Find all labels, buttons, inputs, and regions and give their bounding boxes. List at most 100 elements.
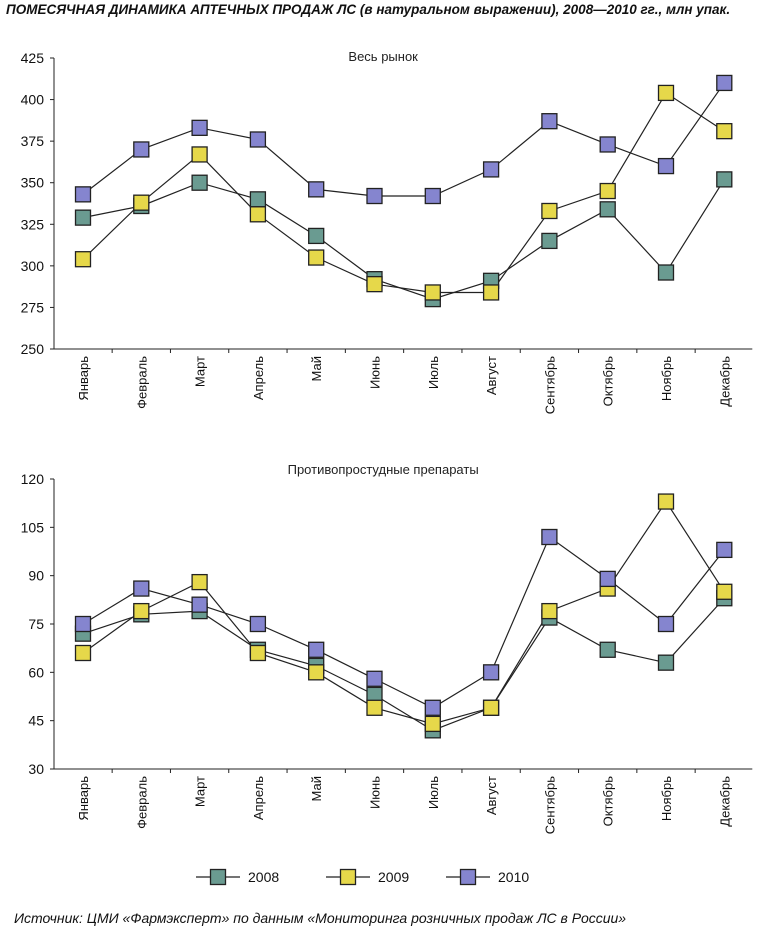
data-point-2009	[599, 182, 616, 200]
x-tick-label: Апрель	[251, 776, 266, 820]
data-point-2008	[541, 232, 558, 250]
chart-title: Противопростудные препараты	[288, 462, 479, 477]
x-tick-label: Октябрь	[601, 356, 616, 407]
data-point-2009	[249, 644, 267, 662]
data-point-2009	[191, 146, 208, 163]
source-note: Источник: ЦМИ «Фармэксперт» по данным «М…	[14, 910, 627, 926]
data-point-2010	[424, 187, 441, 205]
data-point-2009	[424, 284, 441, 301]
legend-marker-2010	[459, 868, 477, 886]
legend-label-2009: 2009	[378, 869, 409, 885]
data-point-2010	[599, 136, 616, 153]
data-point-2009	[424, 715, 441, 733]
x-tick-label: Декабрь	[717, 776, 732, 827]
series-line-2009	[82, 500, 725, 725]
data-point-2008	[249, 191, 267, 208]
y-tick-label: 75	[28, 616, 44, 632]
data-point-2010	[366, 670, 383, 687]
data-point-2010	[482, 664, 500, 681]
y-tick-label: 105	[21, 519, 45, 535]
data-point-2009	[482, 699, 500, 716]
data-point-2008	[74, 209, 92, 226]
data-point-2008	[599, 201, 616, 218]
x-tick-label: Февраль	[134, 776, 149, 829]
chart-title: Весь рынок	[348, 49, 418, 64]
y-tick-label: 400	[21, 92, 45, 108]
x-tick-label: Январь	[76, 776, 91, 821]
data-point-2009	[541, 202, 558, 220]
data-point-2010	[133, 141, 150, 158]
x-tick-label: Август	[484, 356, 499, 395]
data-point-2008	[657, 264, 675, 281]
data-point-2009	[191, 573, 208, 591]
y-tick-label: 250	[21, 341, 45, 357]
data-point-2010	[657, 157, 675, 175]
data-point-2009	[657, 84, 675, 102]
series-line-2010	[82, 536, 725, 709]
y-tick-label: 300	[21, 258, 45, 274]
data-point-2009	[482, 284, 500, 301]
y-tick-label: 45	[28, 713, 44, 729]
data-point-2010	[308, 641, 325, 658]
x-tick-label: Ноябрь	[659, 776, 674, 821]
series-line-2010	[82, 82, 725, 197]
series-line-2009	[82, 92, 725, 294]
legend-label-2010: 2010	[498, 869, 529, 885]
chart-cold-remedies: Противопростудные препараты 30 45 60 75 90 105…	[21, 462, 753, 834]
y-tick-label: 90	[28, 568, 44, 584]
legend: 2008 2009 2010	[196, 868, 529, 886]
x-tick-label: Июль	[426, 356, 441, 389]
legend-label-2008: 2008	[248, 869, 279, 885]
x-tick-label: Июнь	[368, 356, 383, 389]
data-point-2009	[249, 206, 267, 223]
data-point-2009	[133, 602, 150, 620]
x-tick-label: Октябрь	[601, 776, 616, 827]
data-point-2010	[366, 187, 383, 205]
y-tick-label: 350	[21, 175, 45, 191]
x-tick-label: Март	[193, 356, 208, 387]
series-line-2008	[82, 597, 725, 731]
data-point-2010	[191, 119, 208, 136]
data-point-2009	[716, 123, 733, 140]
y-tick-label: 275	[21, 299, 45, 315]
x-tick-label: Январь	[76, 356, 91, 401]
data-point-2010	[599, 570, 616, 588]
data-point-2009	[308, 249, 325, 266]
data-point-2010	[191, 596, 208, 613]
data-point-2010	[482, 161, 500, 178]
data-point-2008	[191, 174, 208, 191]
y-tick-label: 425	[21, 50, 45, 66]
x-tick-label: Февраль	[134, 356, 149, 409]
x-tick-label: Июнь	[368, 776, 383, 809]
data-point-2009	[366, 275, 383, 293]
data-point-2009	[716, 583, 733, 600]
x-tick-label: Май	[309, 356, 324, 381]
data-point-2010	[133, 580, 150, 597]
chart-all-market: Весь рынок 250 275 300 325 350 375 400 425 Январь…	[21, 49, 753, 414]
data-point-2009	[74, 251, 92, 268]
data-point-2009	[541, 602, 558, 620]
x-tick-label: Май	[309, 776, 324, 801]
x-tick-label: Декабрь	[717, 356, 732, 407]
data-point-2010	[249, 615, 267, 633]
figure-title: ПОМЕСЯЧНАЯ ДИНАМИКА АПТЕЧНЫХ ПРОДАЖ ЛС (…	[6, 2, 731, 17]
legend-marker-2009	[339, 868, 357, 886]
y-tick-label: 325	[21, 216, 45, 232]
y-tick-label: 60	[28, 664, 44, 680]
x-tick-label: Март	[193, 776, 208, 807]
x-tick-label: Сентябрь	[542, 356, 557, 414]
x-tick-label: Август	[484, 776, 499, 815]
data-point-2009	[308, 664, 325, 681]
x-tick-label: Ноябрь	[659, 356, 674, 401]
data-point-2008	[599, 641, 616, 658]
y-tick-label: 375	[21, 133, 45, 149]
x-tick-label: Июль	[426, 776, 441, 809]
data-point-2010	[541, 528, 558, 546]
data-point-2008	[716, 171, 733, 188]
y-tick-label: 30	[28, 761, 44, 777]
data-point-2008	[657, 654, 675, 671]
data-point-2010	[249, 131, 267, 148]
x-tick-label: Сентябрь	[542, 776, 557, 834]
series-line-2008	[82, 179, 725, 300]
